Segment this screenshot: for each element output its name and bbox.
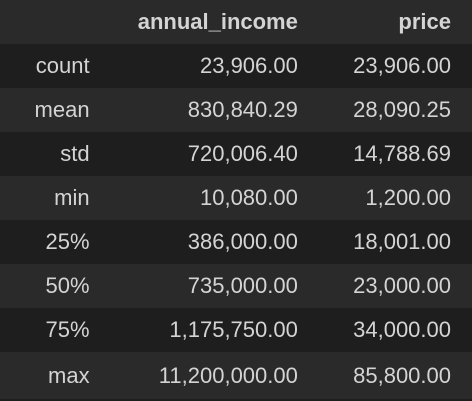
row-label: 25% (45, 229, 90, 254)
price-cell: 85,800.00 (353, 362, 451, 388)
annual-income-cell: 11,200,000.00 (158, 362, 298, 388)
price-cell: 1,200.00 (365, 185, 451, 210)
table-row: 75% 1,175,750.00 34,000.00 (0, 308, 472, 352)
price-cell: 18,001.00 (353, 229, 451, 254)
table-row: mean 830,840.29 28,090.25 (0, 88, 472, 132)
row-label: max (48, 362, 90, 388)
row-label: min (54, 185, 90, 210)
row-label: std (60, 141, 90, 166)
row-label: count (35, 53, 90, 78)
price-cell: 28,090.25 (353, 97, 451, 122)
index-header (0, 0, 103, 44)
annual-income-cell: 830,840.29 (187, 97, 298, 122)
table-row: 50% 735,000.00 23,000.00 (0, 264, 472, 308)
annual-income-cell: 23,906.00 (199, 53, 298, 78)
price-cell: 23,000.00 (353, 273, 451, 298)
header-row: annual_income price (0, 0, 472, 44)
table-row: 25% 386,000.00 18,001.00 (0, 220, 472, 264)
price-cell: 23,906.00 (353, 53, 451, 78)
table-row: std 720,006.40 14,788.69 (0, 132, 472, 176)
row-label: 75% (45, 317, 90, 342)
row-label: mean (34, 97, 90, 122)
price-cell: 14,788.69 (353, 141, 451, 166)
table-row: max 11,200,000.00 85,800.00 (0, 352, 472, 399)
annual-income-cell: 10,080.00 (199, 185, 298, 210)
table-row: count 23,906.00 23,906.00 (0, 44, 472, 88)
table-body: count 23,906.00 23,906.00 mean 830,840.2… (0, 44, 472, 399)
column-header-annual-income: annual_income (137, 9, 298, 34)
annual-income-cell: 735,000.00 (187, 273, 298, 298)
row-label: 50% (45, 273, 90, 298)
annual-income-cell: 720,006.40 (187, 141, 298, 166)
column-header-price: price (398, 9, 451, 34)
annual-income-cell: 1,175,750.00 (169, 317, 298, 342)
annual-income-cell: 386,000.00 (187, 229, 298, 254)
table-row: min 10,080.00 1,200.00 (0, 176, 472, 220)
table-header: annual_income price (0, 0, 472, 44)
price-cell: 34,000.00 (353, 317, 451, 342)
